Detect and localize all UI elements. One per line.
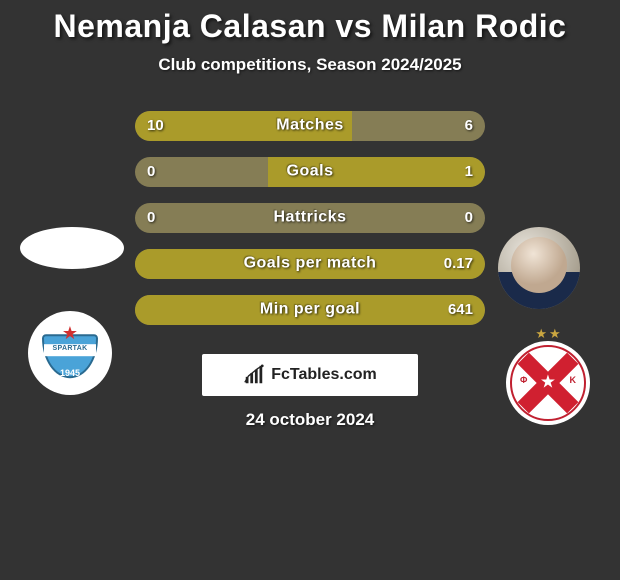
stat-label: Hattricks bbox=[135, 209, 485, 227]
stat-row: 01Goals bbox=[135, 157, 485, 187]
stat-row: 641Min per goal bbox=[135, 295, 485, 325]
stat-row: 00Hattricks bbox=[135, 203, 485, 233]
stat-row: 106Matches bbox=[135, 111, 485, 141]
stat-label: Goals bbox=[135, 163, 485, 181]
star-icon: ★ bbox=[540, 371, 556, 392]
stat-bars: 106Matches 01Goals 00Hattricks 0.17Goals pe… bbox=[135, 111, 485, 341]
subtitle: Club competitions, Season 2024/2025 bbox=[0, 55, 620, 75]
player-avatar-left bbox=[20, 227, 124, 269]
stats-area: ★ SPARTAK 1945 ★★ ★ Φ K 106Matches01Goal… bbox=[0, 111, 620, 341]
stat-label: Goals per match bbox=[135, 255, 485, 273]
stars-icon: ★★ bbox=[523, 325, 573, 343]
brand-badge: FcTables.com bbox=[202, 354, 418, 396]
crest-left-name: SPARTAK bbox=[42, 345, 98, 352]
page-title: Nemanja Calasan vs Milan Rodic bbox=[0, 0, 620, 45]
shield-icon: ★ SPARTAK 1945 bbox=[42, 324, 98, 384]
player-avatar-right bbox=[498, 227, 580, 309]
stat-label: Matches bbox=[135, 117, 485, 135]
star-icon: ★ bbox=[62, 324, 78, 342]
crest-left-year: 1945 bbox=[42, 368, 98, 378]
stat-row: 0.17Goals per match bbox=[135, 249, 485, 279]
chart-icon bbox=[243, 364, 265, 386]
brand-text: FcTables.com bbox=[271, 366, 377, 384]
crest-letter-left: Φ bbox=[520, 375, 527, 385]
date-label: 24 october 2024 bbox=[0, 410, 620, 430]
stat-label: Min per goal bbox=[135, 301, 485, 319]
crest-letter-right: K bbox=[570, 375, 577, 385]
club-crest-left: ★ SPARTAK 1945 bbox=[28, 311, 112, 395]
